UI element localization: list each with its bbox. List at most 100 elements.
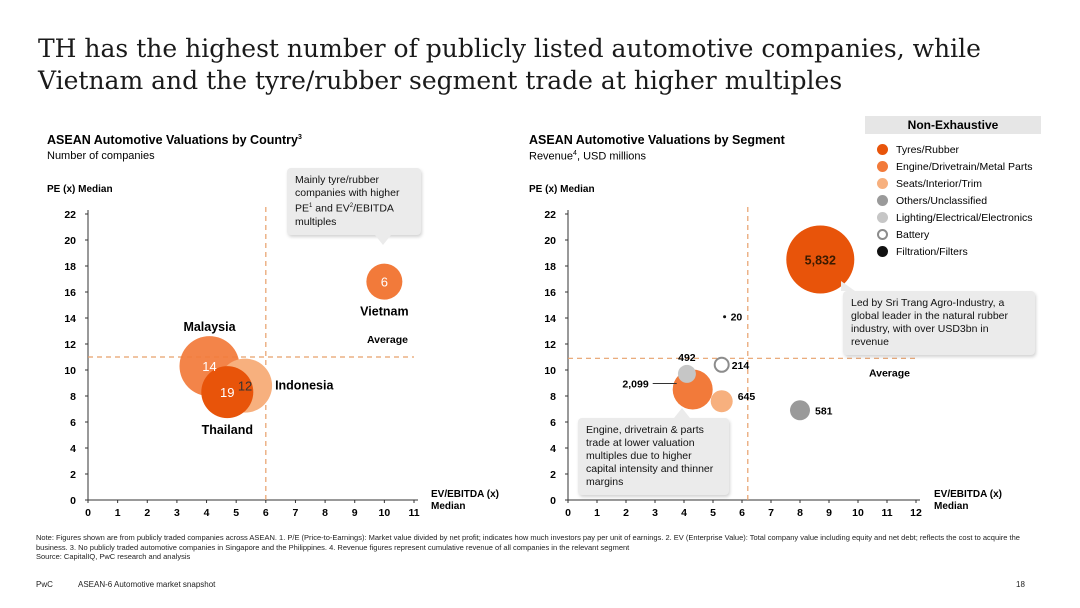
right-x-tick-label: 2: [623, 507, 629, 519]
right-bubble: [786, 225, 855, 294]
right-bubble-value: 645: [738, 391, 756, 403]
legend-swatch: [877, 178, 888, 189]
source-text: Source: CapitalIQ, PwC research and anal…: [36, 552, 191, 561]
left-callout-text-3: /EBITDA multiples: [295, 202, 394, 228]
left-y-tick-label: 6: [70, 417, 76, 429]
right-bubble-value: 492: [678, 352, 696, 364]
left-callout-pointer: [375, 234, 391, 245]
right-bubble-value: 214: [732, 360, 750, 372]
left-callout-text-2: and EV: [312, 202, 350, 215]
right-subtitle-post: , USD millions: [576, 150, 647, 163]
right-y-tick-label: 10: [544, 365, 556, 377]
right-bubble: [677, 364, 696, 383]
left-chart-subtitle: Number of companies: [47, 150, 155, 162]
right-y-tick-label: 18: [544, 261, 556, 273]
right-bubble-value: 581: [815, 405, 833, 417]
left-y-tick-label: 16: [64, 287, 76, 299]
legend-label: Others/Unclassified: [896, 194, 988, 207]
right-x-tick-label: 8: [797, 507, 803, 519]
legend-item: Seats/Interior/Trim: [877, 175, 1041, 192]
left-chart-title-sup: 3: [297, 133, 302, 141]
right-y-tick-label: 12: [544, 339, 556, 351]
left-x-tick-label: 11: [408, 507, 419, 519]
right-y-tick-label: 16: [544, 287, 556, 299]
footnotes: Note: Figures shown are from publicly tr…: [36, 533, 1046, 562]
left-chart-title-text: ASEAN Automotive Valuations by Country: [47, 133, 298, 147]
right-x-tick-label: 4: [681, 507, 687, 519]
right-callout-top: Led by Sri Trang Agro-Industry, a global…: [841, 281, 1035, 355]
left-y-tick-label: 20: [64, 235, 76, 247]
left-country-label: Vietnam: [360, 305, 408, 319]
right-callout-top-pointer: [841, 281, 855, 291]
right-x-tick-label: 10: [852, 507, 864, 519]
footer-brand: PwC: [36, 580, 53, 589]
left-x-tick-label: 1: [115, 507, 121, 519]
legend-swatch: [877, 161, 888, 172]
legend-label: Battery: [896, 228, 930, 241]
legend-swatch: [877, 195, 888, 206]
left-x-tick-label: 4: [204, 507, 210, 519]
right-subtitle-sup: 4: [573, 150, 577, 157]
right-chart-subtitle: Revenue4, USD millions: [529, 150, 646, 163]
left-country-label: Malaysia: [183, 320, 236, 334]
right-y-tick-label: 2: [550, 469, 556, 481]
right-callout-top-text: Led by Sri Trang Agro-Industry, a global…: [851, 297, 1009, 348]
legend-label: Seats/Interior/Trim: [896, 177, 982, 190]
right-x-tick-label: 6: [739, 507, 745, 519]
right-bubble: [723, 315, 727, 319]
left-y-tick-label: 22: [64, 209, 76, 221]
left-x-tick-label: 3: [174, 507, 180, 519]
legend-item: Others/Unclassified: [877, 192, 1041, 209]
legend-item: Lighting/Electrical/Electronics: [877, 209, 1041, 226]
right-y-axis-title: PE (x) Median: [529, 184, 595, 195]
left-bubble: [366, 263, 403, 300]
right-chart-title: ASEAN Automotive Valuations by Segment: [529, 133, 785, 147]
legend-item: Battery: [877, 226, 1041, 243]
right-y-tick-label: 0: [550, 495, 556, 507]
right-y-tick-label: 8: [550, 391, 556, 403]
right-bubble-value: 5,832: [805, 254, 836, 268]
right-callout-bottom-pointer: [674, 408, 690, 418]
left-callout-text-1: Mainly tyre/rubber companies with higher…: [295, 174, 400, 215]
right-bubble: [790, 400, 810, 421]
left-x-axis-title: EV/EBITDA (x) Median: [431, 489, 499, 512]
left-x-tick-label: 5: [233, 507, 239, 519]
legend-item: Tyres/Rubber: [877, 141, 1041, 158]
left-country-label: Indonesia: [275, 379, 334, 393]
right-y-tick-label: 6: [550, 417, 556, 429]
left-bubble: [201, 366, 254, 419]
left-bubble-value: 12: [238, 379, 252, 394]
right-bubble: [710, 390, 733, 413]
right-x-tick-label: 1: [594, 507, 600, 519]
right-callout-bottom-text: Engine, drivetrain & parts trade at lowe…: [586, 424, 714, 488]
left-x-tick-label: 0: [85, 507, 91, 519]
right-bubble-value: 2,099: [622, 379, 648, 391]
footer-title: ASEAN-6 Automotive market snapshot: [78, 580, 216, 589]
right-x-tick-label: 3: [652, 507, 658, 519]
left-average-label: Average: [367, 334, 408, 346]
right-y-tick-label: 22: [544, 209, 556, 221]
legend-label: Filtration/Filters: [896, 245, 968, 258]
right-x-axis-title: EV/EBITDA (x) Median: [934, 489, 1002, 512]
left-y-axis-title: PE (x) Median: [47, 184, 113, 195]
left-bubble-value: 14: [202, 359, 216, 374]
legend-item: Engine/Drivetrain/Metal Parts: [877, 158, 1041, 175]
note-text: Note: Figures shown are from publicly tr…: [36, 533, 1020, 552]
legend-swatch: [877, 144, 888, 155]
left-x-tick-label: 7: [293, 507, 299, 519]
right-y-tick-label: 20: [544, 235, 556, 247]
right-x-tick-label: 12: [910, 507, 922, 519]
legend-header: Non-Exhaustive: [865, 116, 1041, 134]
left-callout: Mainly tyre/rubber companies with higher…: [287, 168, 421, 245]
left-callout-sup-1: 1: [309, 203, 313, 209]
left-y-tick-label: 8: [70, 391, 76, 403]
right-y-tick-label: 14: [544, 313, 556, 325]
left-y-tick-label: 12: [64, 339, 76, 351]
right-x-tick-label: 0: [565, 507, 571, 519]
page-title: TH has the highest number of publicly li…: [38, 34, 981, 95]
left-x-tick-label: 2: [144, 507, 150, 519]
legend-items: Tyres/Rubber Engine/Drivetrain/Metal Part…: [865, 141, 1041, 260]
legend-label: Engine/Drivetrain/Metal Parts: [896, 160, 1033, 173]
right-callout-bottom: Engine, drivetrain & parts trade at lowe…: [578, 408, 729, 495]
